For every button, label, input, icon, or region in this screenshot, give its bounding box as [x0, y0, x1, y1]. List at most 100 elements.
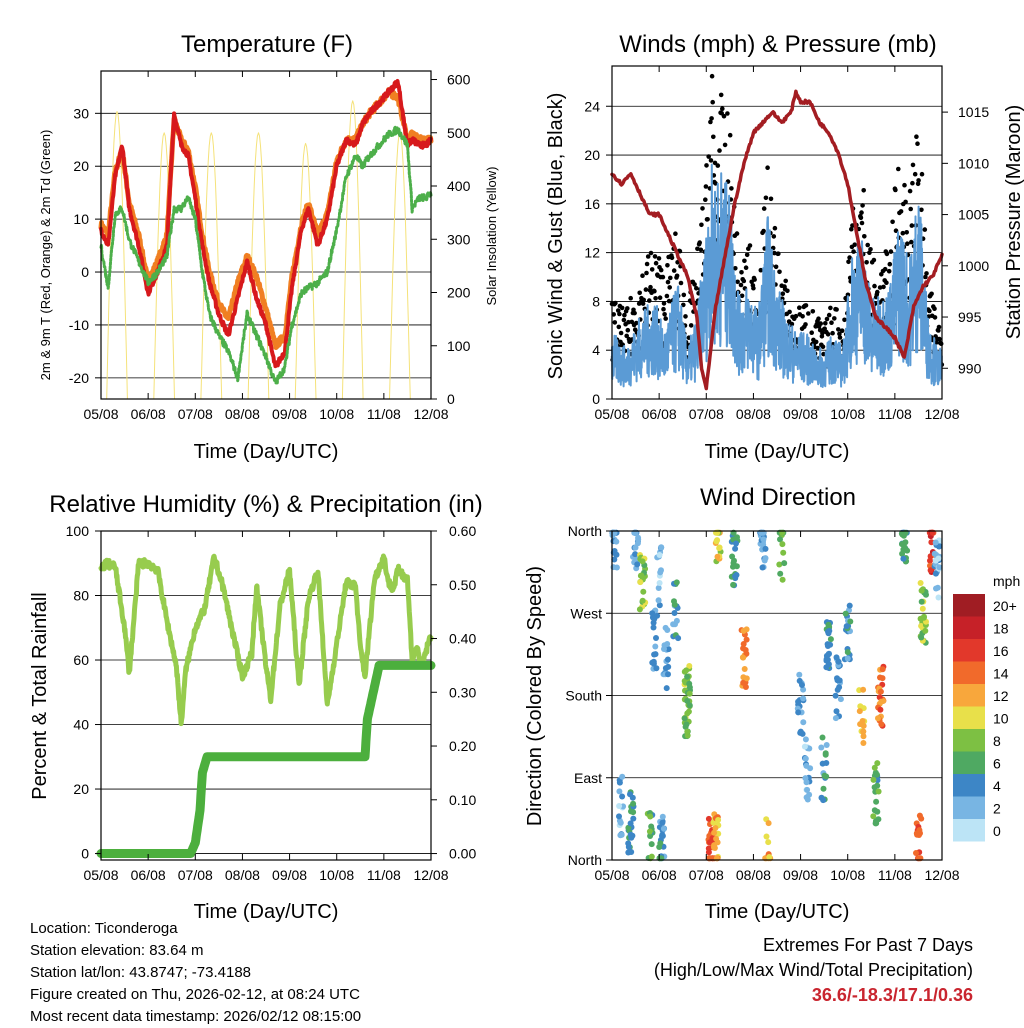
- humidity-xtick-label: 09/08: [272, 867, 307, 883]
- precipitation-ytick-label: 0.10: [449, 792, 476, 808]
- gust-point: [777, 269, 782, 275]
- gust-point: [893, 187, 898, 193]
- wind-direction-ylabel: Direction (Colored By Speed): [524, 566, 546, 826]
- direction-point: [648, 853, 655, 860]
- gust-point: [619, 305, 625, 311]
- winds-title: Winds (mph) & Pressure (mb): [619, 31, 936, 58]
- direction-point: [638, 572, 645, 579]
- direction-point: [802, 775, 809, 782]
- gust-point: [832, 316, 837, 321]
- humidity-gridlines: [101, 530, 431, 854]
- direction-point: [856, 708, 863, 715]
- direction-point: [686, 663, 693, 669]
- direction-point: [740, 679, 747, 686]
- temperature-ytick-label: 0: [81, 264, 89, 280]
- gust-point: [734, 231, 740, 236]
- direction-point: [877, 688, 884, 695]
- gust-point: [739, 293, 745, 299]
- temperature-ytick-label: -20: [69, 370, 89, 386]
- colorbar-swatch: [953, 684, 985, 707]
- gust-point: [837, 335, 843, 340]
- direction-point: [765, 839, 772, 846]
- direction-point: [618, 831, 625, 838]
- winds-ytick-label: 4: [592, 342, 600, 358]
- direction-point: [935, 555, 942, 562]
- direction-point: [665, 646, 672, 653]
- direction-point: [902, 539, 909, 546]
- gust-point: [813, 339, 819, 345]
- direction-point: [637, 579, 644, 586]
- direction-point: [918, 623, 925, 629]
- gust-point: [668, 275, 673, 281]
- direction-point: [795, 709, 802, 716]
- direction-point: [833, 708, 840, 715]
- gust-point: [919, 171, 925, 177]
- station-location: Location: Ticonderoga: [30, 920, 178, 937]
- direction-point: [823, 652, 830, 659]
- winds-xtick-label: 05/08: [594, 406, 629, 422]
- gust-point: [727, 132, 733, 138]
- wind-direction-title: Wind Direction: [700, 484, 856, 511]
- direction-point: [846, 602, 853, 609]
- gust-point: [751, 285, 756, 291]
- gust-point: [648, 250, 654, 256]
- wind-direction-ytick-label: East: [574, 770, 602, 786]
- gust-point: [632, 310, 637, 316]
- direction-point: [870, 813, 877, 820]
- gust-point: [708, 158, 714, 163]
- direction-point: [711, 844, 717, 851]
- temp-9m-line: [98, 87, 434, 350]
- direction-point: [761, 557, 768, 564]
- humidity-series: [98, 553, 434, 727]
- gust-point: [910, 162, 916, 168]
- gust-point: [662, 312, 667, 317]
- solar-ytick-label-right: 600: [447, 72, 471, 88]
- gust-point: [643, 287, 649, 292]
- gust-point: [747, 243, 753, 248]
- gust-point: [674, 273, 680, 279]
- gust-point: [681, 292, 687, 298]
- direction-point: [879, 666, 886, 673]
- winds-ytick-label: 8: [592, 293, 600, 309]
- direction-point: [665, 663, 672, 670]
- humidity-xtick-label: 05/08: [83, 867, 118, 883]
- wind-direction-ytick-label: West: [570, 605, 602, 621]
- gust-point: [640, 301, 646, 306]
- gust-point: [875, 289, 880, 295]
- direction-point: [922, 627, 929, 634]
- direction-point: [740, 641, 747, 647]
- winds-ticks: 05/08 06/08 07/08 08/08 09/08 10/08 11/08 12/08…: [584, 66, 989, 422]
- gust-point: [864, 260, 869, 265]
- direction-point: [646, 828, 653, 835]
- direction-point: [875, 788, 882, 795]
- direction-point: [682, 723, 689, 730]
- direction-point: [714, 553, 721, 560]
- direction-point: [797, 728, 804, 735]
- gust-point: [822, 326, 827, 332]
- gust-point: [803, 322, 808, 327]
- gust-point: [671, 268, 677, 273]
- direction-point: [803, 762, 810, 769]
- direction-point: [874, 760, 881, 767]
- gust-point: [923, 274, 928, 280]
- gust-point: [907, 188, 913, 194]
- direction-point: [799, 682, 805, 688]
- direction-point: [616, 803, 623, 809]
- gust-point: [644, 270, 649, 276]
- gust-point: [860, 203, 865, 208]
- gust-point: [938, 341, 944, 347]
- direction-point: [627, 820, 634, 827]
- direction-point: [900, 555, 907, 562]
- gust-point: [720, 106, 725, 111]
- gust-point: [937, 336, 942, 342]
- gust-point: [915, 141, 920, 146]
- gust-point: [872, 283, 877, 289]
- direction-point: [613, 538, 620, 545]
- temperature-xtick-label: 07/08: [178, 406, 213, 422]
- gust-point: [916, 178, 921, 183]
- direction-point: [842, 610, 849, 617]
- gust-point: [742, 258, 747, 264]
- direction-point: [777, 536, 783, 543]
- direction-point: [681, 715, 688, 722]
- pressure-ytick-label-right: 1010: [958, 155, 989, 171]
